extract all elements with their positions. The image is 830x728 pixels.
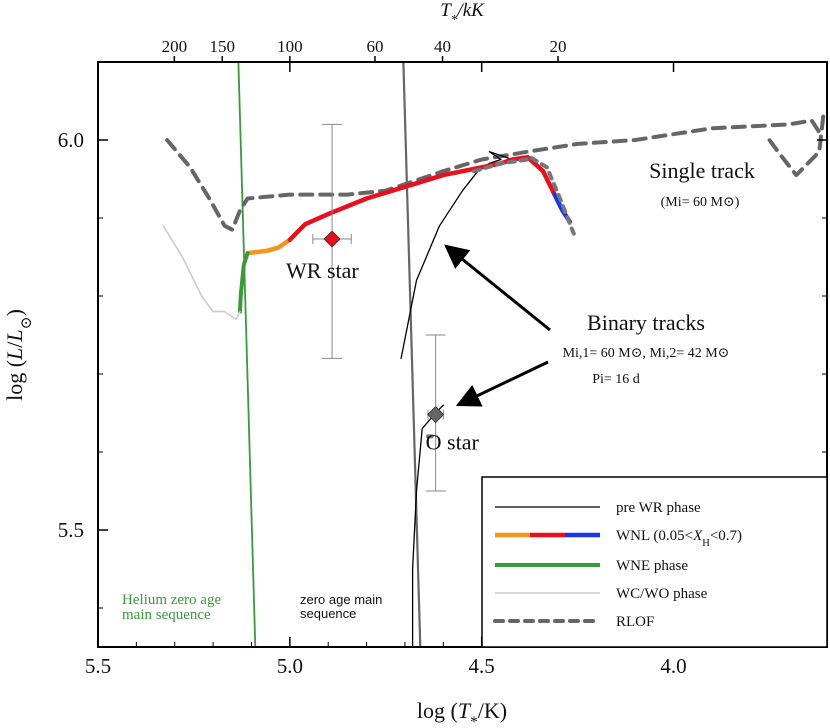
top-tick-label: 100: [277, 37, 303, 56]
y-axis-title: log (L/L⊙): [2, 309, 35, 401]
binary-tracks-sub1: Mi,1= 60 M⊙, Mi,2= 42 M⊙: [563, 346, 730, 361]
single-track-sub: (Mi= 60 M⊙): [661, 195, 740, 210]
y-tick-label: 6.0: [58, 128, 84, 152]
top-tick-label: 40: [434, 37, 451, 56]
zams-line: [402, 62, 422, 647]
legend-label: WNE phase: [616, 558, 688, 574]
x-tick-label: 5.5: [85, 654, 111, 678]
annotation-layer: Single track (Mi= 60 M⊙) Binary tracks M…: [122, 158, 755, 623]
star-marker: [427, 405, 445, 424]
star-marker: [323, 230, 341, 248]
star-label: O star: [426, 430, 480, 455]
star-o: O star: [425, 334, 480, 492]
arrow-upper: [444, 244, 551, 332]
series-binary-rlof-2: [529, 155, 576, 236]
top-tick-label: 20: [550, 37, 567, 56]
legend-label: WC/WO phase: [616, 586, 708, 602]
plot-frame: [97, 61, 828, 648]
plot-area: [162, 62, 826, 647]
tick-layer: 5.5 5.0 4.5 4.0 5.5 6.0 200 150 100 60 40 20: [58, 37, 828, 678]
legend-label: pre WR phase: [616, 500, 701, 516]
x-tick-label: 4.5: [469, 654, 495, 678]
helium-zams-label-2: main sequence: [122, 607, 211, 623]
series-binary-wne: [238, 251, 250, 314]
series-binary-rlof-1: [472, 157, 530, 174]
top-axis-title: T*/kK: [440, 0, 485, 27]
star-label: WR star: [286, 258, 359, 283]
x-tick-label: 5.0: [277, 654, 303, 678]
series-binary-wnl-orange: [245, 237, 293, 256]
y-tick-label: 5.5: [58, 518, 84, 542]
zams-label-1: zero age main: [300, 592, 382, 607]
series-binary-wc-wo: [162, 225, 241, 321]
helium-zams-line: [237, 62, 257, 647]
top-tick-label: 60: [366, 37, 383, 56]
legend-label: RLOF: [616, 614, 654, 630]
star-wr: WR star: [286, 123, 359, 359]
binary-tracks-title: Binary tracks: [587, 310, 705, 335]
star-layer: WR star O star: [286, 123, 480, 492]
legend-box: [481, 476, 828, 648]
series-binary-wnl-red: [287, 154, 557, 243]
binary-tracks-sub2: Pi= 16 d: [592, 372, 640, 387]
legend: pre WR phase WNL (0.05<XH<0.7) WNE phase WC…: [481, 476, 828, 648]
helium-zams-label-1: Helium zero age: [122, 592, 221, 608]
arrow-lower: [455, 360, 549, 407]
top-tick-label: 200: [162, 37, 188, 56]
x-tick-label: 4.0: [660, 654, 686, 678]
zams-label-2: sequence: [300, 606, 356, 621]
top-tick-label: 150: [210, 37, 236, 56]
legend-label: WNL (0.05<XH<0.7): [616, 528, 742, 549]
x-axis-title: log (T*/K): [417, 698, 507, 728]
single-track-title: Single track: [649, 158, 755, 183]
